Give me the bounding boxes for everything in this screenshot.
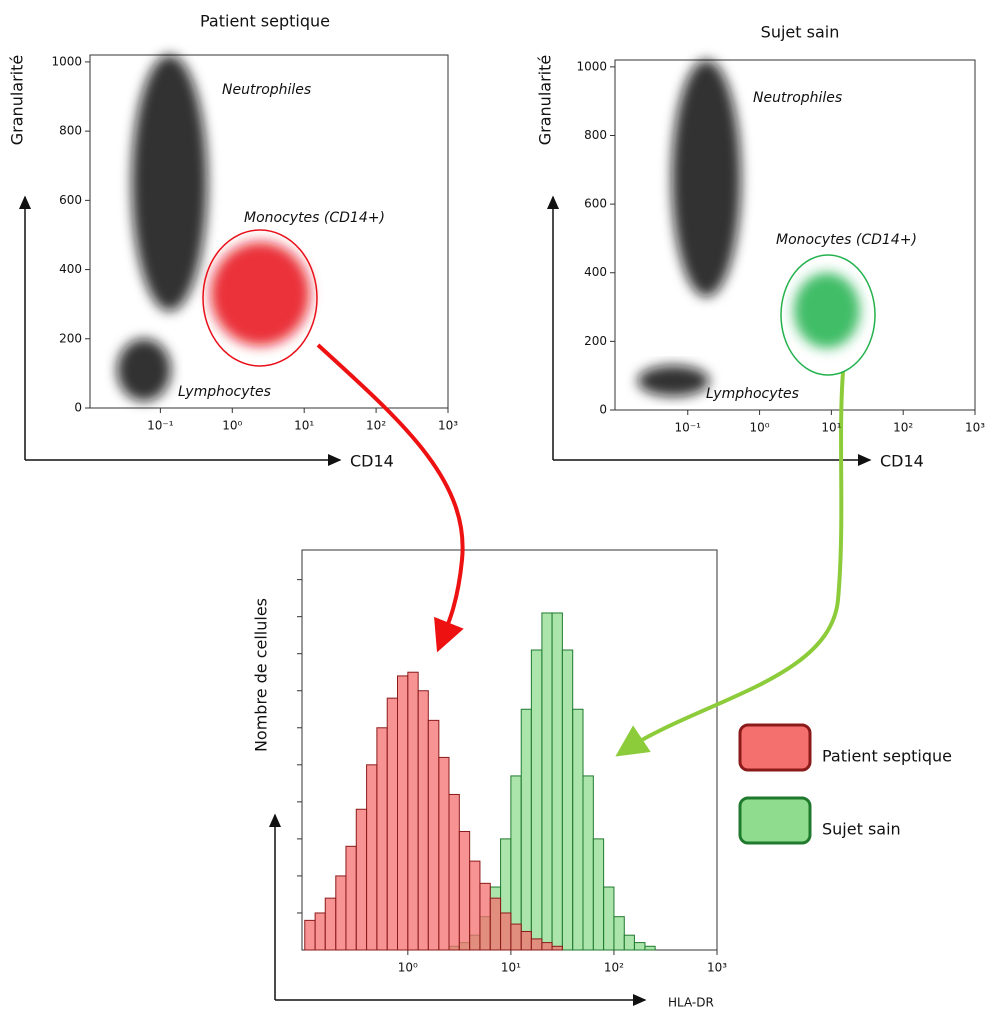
legend-label: Patient septique — [822, 747, 952, 766]
x-tick-label: 10¹ — [821, 421, 841, 435]
histogram-bar — [500, 912, 512, 951]
y-axis-label: Nombre de cellules — [252, 598, 271, 752]
histogram-bar — [551, 612, 563, 951]
histogram-bar — [376, 727, 388, 951]
histogram-bar — [407, 671, 419, 951]
population-label: Neutrophiles — [222, 82, 311, 98]
histogram-bar — [386, 697, 399, 951]
histogram-bar — [427, 719, 440, 951]
histogram-bar — [366, 764, 378, 951]
histogram-bar — [479, 882, 491, 951]
population-label: Lymphocytes — [178, 384, 271, 400]
histogram-bar — [520, 930, 532, 951]
histogram-bar — [582, 775, 594, 951]
y-tick-label: 800 — [584, 128, 607, 142]
histogram-bar — [520, 708, 532, 951]
y-axis-label: Granularité — [8, 55, 27, 145]
histogram-bar — [541, 942, 553, 951]
x-axis-label: HLA-DR — [668, 996, 714, 1010]
population-cloud — [793, 272, 860, 349]
y-tick-label: 0 — [599, 403, 607, 417]
x-tick-label: 10³ — [438, 419, 458, 433]
legend: Patient septique Sujet sain — [738, 723, 952, 845]
population-label: Lymphocytes — [706, 386, 799, 402]
plot-frame — [89, 54, 449, 409]
histogram-bar — [448, 793, 460, 951]
gate — [202, 229, 318, 367]
population-cloud — [671, 60, 741, 297]
plot-frame — [614, 59, 976, 411]
x-tick-label: 10¹ — [501, 961, 521, 975]
histogram-bar — [469, 860, 481, 951]
histogram-bar — [551, 945, 563, 951]
histogram-bar — [345, 845, 357, 951]
y-tick-label: 1000 — [576, 59, 607, 73]
histogram-bar — [417, 690, 429, 951]
histogram-bar — [489, 897, 502, 951]
x-tick-label: 10³ — [965, 421, 985, 435]
legend-label: Sujet sain — [822, 820, 901, 839]
y-tick-label: 200 — [584, 334, 607, 348]
link-arrow — [316, 343, 465, 653]
x-tick-label: 10² — [366, 419, 386, 433]
y-tick-label: 200 — [59, 331, 82, 345]
population-label: Monocytes (CD14+) — [244, 210, 385, 226]
histogram-bar — [572, 708, 584, 951]
histogram-bar — [561, 649, 574, 951]
histogram-bar — [592, 838, 605, 951]
histogram-bar — [438, 756, 450, 951]
histogram-bar — [633, 942, 646, 951]
y-tick-label: 400 — [584, 265, 607, 279]
chart-title: Sujet sain — [761, 23, 840, 42]
population-cloud — [117, 338, 171, 402]
x-tick-label: 10⁻¹ — [147, 419, 174, 433]
y-tick-label: 600 — [59, 193, 82, 207]
population-cloud — [210, 241, 310, 346]
population-label: Neutrophiles — [753, 90, 842, 106]
y-tick-label: 0 — [74, 401, 82, 415]
y-axis-label: Granularité — [536, 55, 555, 145]
x-tick-label: 10⁰ — [222, 419, 242, 433]
y-tick-label: 1000 — [51, 54, 82, 68]
population-label: Monocytes (CD14+) — [776, 232, 917, 248]
histogram-bar — [603, 886, 615, 951]
x-tick-label: 10² — [604, 961, 624, 975]
x-tick-label: 10⁰ — [398, 961, 418, 975]
y-tick-label: 400 — [59, 262, 82, 276]
x-tick-label: 10³ — [707, 961, 727, 975]
histogram-bar — [613, 916, 625, 951]
population-cloud — [131, 55, 208, 312]
x-axis-label: CD14 — [880, 452, 924, 471]
link-arrow — [615, 371, 845, 757]
histogram-bar — [335, 875, 347, 951]
histogram-bar — [510, 923, 522, 951]
histogram-bar — [355, 808, 368, 951]
histogram-bar — [314, 912, 326, 951]
histogram-bar — [530, 649, 543, 951]
population-cloud — [637, 365, 710, 397]
histogram-bar — [530, 938, 543, 951]
gate — [780, 254, 876, 376]
y-tick-label: 800 — [59, 124, 82, 138]
histogram-bar — [644, 945, 656, 951]
x-tick-label: 10² — [893, 421, 913, 435]
y-tick-label: 600 — [584, 197, 607, 211]
histogram-bar — [324, 897, 337, 951]
histogram-bar — [541, 612, 553, 951]
x-tick-label: 10⁻¹ — [675, 421, 702, 435]
chart-title: Patient septique — [200, 12, 330, 31]
histogram-bar — [623, 934, 635, 951]
x-axis-label: CD14 — [350, 452, 394, 471]
legend-swatch — [738, 796, 812, 845]
x-tick-label: 10⁰ — [750, 421, 770, 435]
histogram-bar — [397, 675, 409, 951]
histogram-bar — [458, 830, 471, 951]
legend-swatch — [738, 723, 812, 772]
histogram-bar — [304, 919, 316, 951]
x-tick-label: 10¹ — [294, 419, 314, 433]
